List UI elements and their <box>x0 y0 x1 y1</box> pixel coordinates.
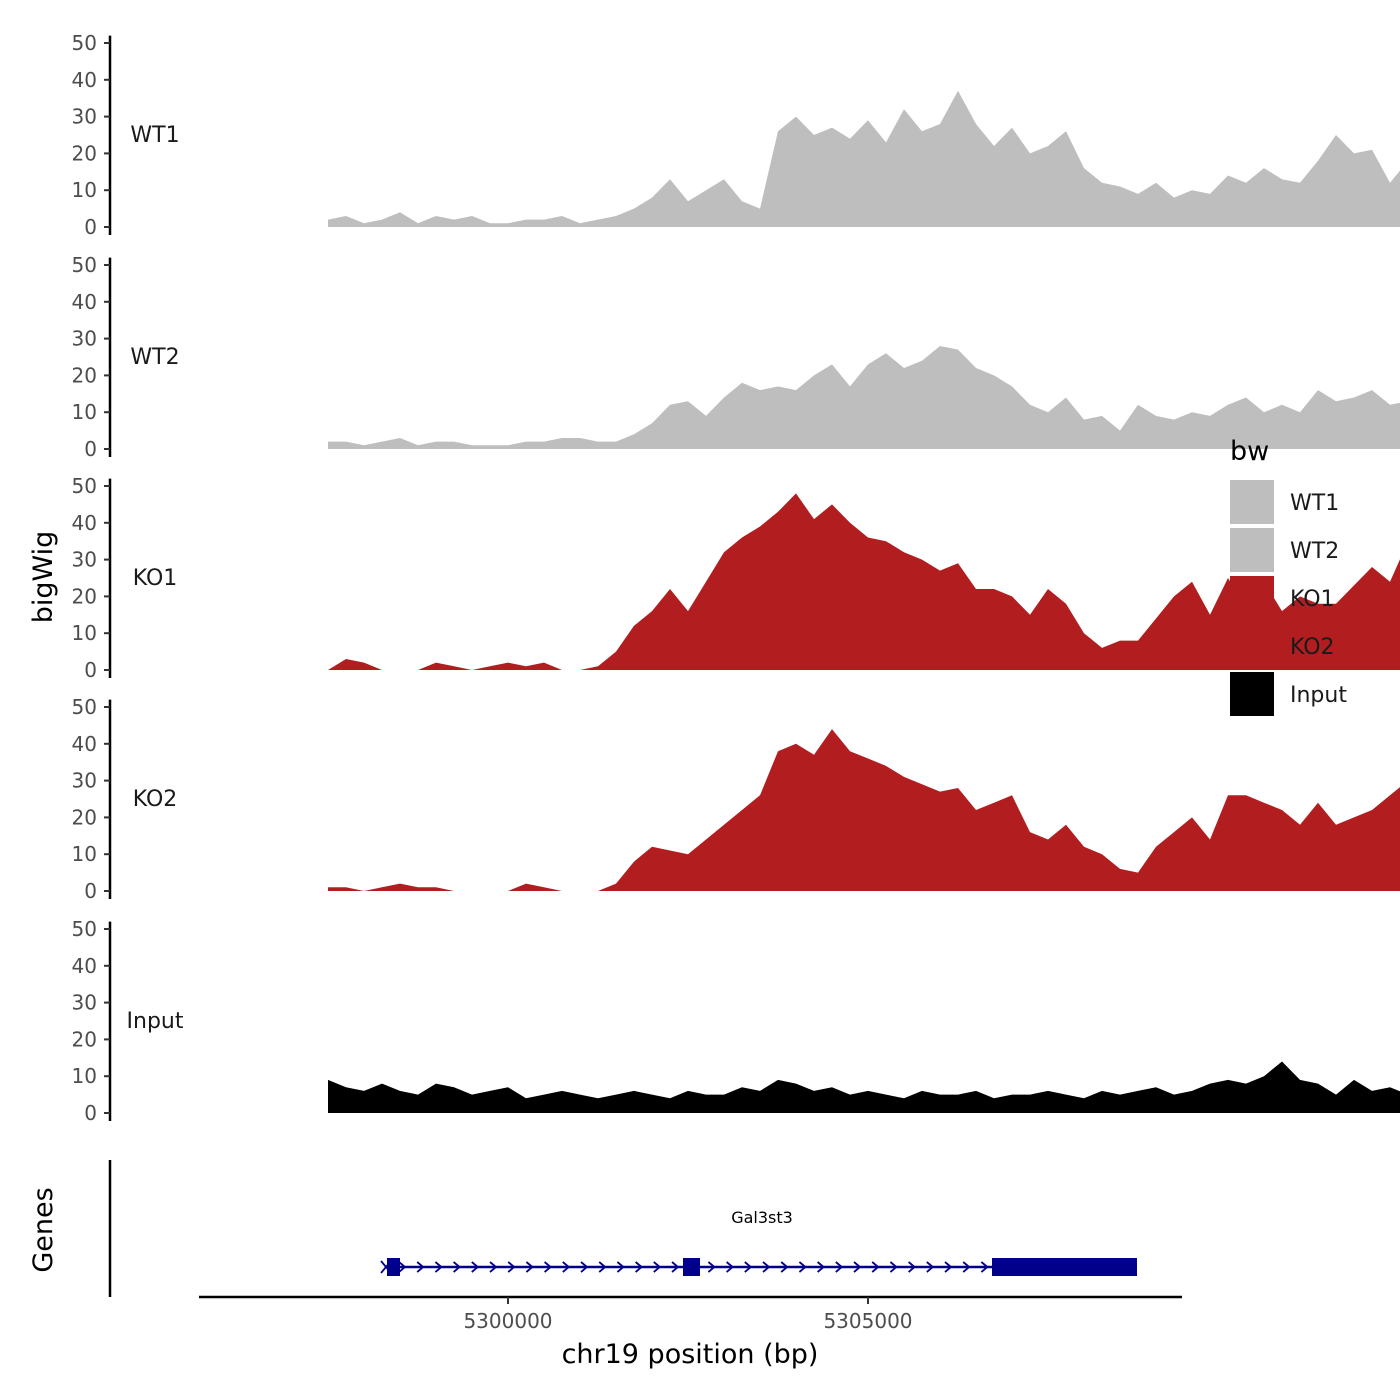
y-tick-label: 20 <box>72 584 97 608</box>
x-tick-label: 5300000 <box>463 1309 552 1333</box>
x-axis: 5300000 5305000 <box>199 1295 1182 1333</box>
legend-key-wt2 <box>1230 528 1274 572</box>
legend-label-ko1: KO1 <box>1290 587 1335 612</box>
y-tick-label: 0 <box>84 879 97 903</box>
track-ko1: 0 10 20 30 40 50 KO1 <box>72 474 1400 682</box>
y-tick-label: 50 <box>72 31 97 55</box>
y-tick-label: 40 <box>72 511 97 535</box>
area-ko1 <box>328 493 1400 670</box>
legend-key-ko2 <box>1230 624 1274 668</box>
area-ko2 <box>328 729 1400 891</box>
y-tick-label: 10 <box>72 400 97 424</box>
y-tick-label: 10 <box>72 621 97 645</box>
y-tick-label: 30 <box>72 548 97 572</box>
y-tick-label: 0 <box>84 437 97 461</box>
legend-label-input: Input <box>1290 683 1347 708</box>
y-tick-label: 50 <box>72 695 97 719</box>
y-tick-label: 50 <box>72 253 97 277</box>
track-wt1: 0 10 20 30 40 50 WT1 <box>72 31 1400 239</box>
area-input <box>328 1061 1400 1113</box>
track-ko2: 0 10 20 30 40 50 KO2 <box>72 695 1400 903</box>
y-tick-label: 10 <box>72 1064 97 1088</box>
exon-1 <box>387 1258 400 1276</box>
strand-arrows <box>398 1261 989 1273</box>
legend-label-ko2: KO2 <box>1290 635 1335 660</box>
y-tick-label: 20 <box>72 363 97 387</box>
x-axis-title: chr19 position (bp) <box>562 1339 819 1370</box>
y-tick-label: 10 <box>72 842 97 866</box>
x-tick-label: 5305000 <box>823 1309 912 1333</box>
y-tick-label: 0 <box>84 1101 97 1125</box>
track-label-ko2: KO2 <box>133 787 178 812</box>
y-tick-label: 30 <box>72 105 97 129</box>
y-tick-label: 0 <box>84 658 97 682</box>
track-label-ko1: KO1 <box>133 566 178 591</box>
y-tick-label: 30 <box>72 769 97 793</box>
y-tick-label: 20 <box>72 805 97 829</box>
track-label-wt1: WT1 <box>130 123 179 148</box>
y-tick-label: 40 <box>72 68 97 92</box>
gene-track-title: Genes <box>28 1187 59 1272</box>
y-tick-label: 40 <box>72 954 97 978</box>
y-tick-label: 40 <box>72 290 97 314</box>
exon-3 <box>992 1258 1137 1276</box>
track-label-input: Input <box>127 1009 184 1034</box>
legend: bw WT1 WT2 KO1 KO2 Input <box>1230 436 1347 716</box>
y-tick-label: 20 <box>72 141 97 165</box>
y-tick-label: 10 <box>72 178 97 202</box>
y-tick-label: 0 <box>84 215 97 239</box>
track-input: 0 10 20 30 40 50 Input <box>72 917 1400 1125</box>
track-label-wt2: WT2 <box>130 345 179 370</box>
exon-2 <box>683 1258 700 1276</box>
gene-track-panel: Gal3st3 <box>108 1160 1137 1297</box>
area-wt2 <box>328 346 1400 449</box>
track-wt2: 0 10 20 30 40 50 WT2 <box>72 253 1400 461</box>
signal-tracks: 0 10 20 30 40 50 WT1 0 10 20 30 40 50 WT2 0 10 20 30 40 50 K… <box>72 31 1400 1125</box>
legend-key-ko1 <box>1230 576 1274 620</box>
legend-label-wt2: WT2 <box>1290 539 1339 564</box>
legend-label-wt1: WT1 <box>1290 491 1339 516</box>
y-tick-label: 50 <box>72 474 97 498</box>
y-tick-label: 30 <box>72 327 97 351</box>
legend-key-wt1 <box>1230 480 1274 524</box>
legend-key-input <box>1230 672 1274 716</box>
y-tick-label: 20 <box>72 1027 97 1051</box>
y-axis-title: bigWig <box>28 531 59 624</box>
y-tick-label: 30 <box>72 991 97 1015</box>
gene-name-label: Gal3st3 <box>731 1208 793 1227</box>
legend-title: bw <box>1230 436 1269 467</box>
y-tick-label: 40 <box>72 732 97 756</box>
y-tick-label: 50 <box>72 917 97 941</box>
area-wt1 <box>328 90 1400 227</box>
